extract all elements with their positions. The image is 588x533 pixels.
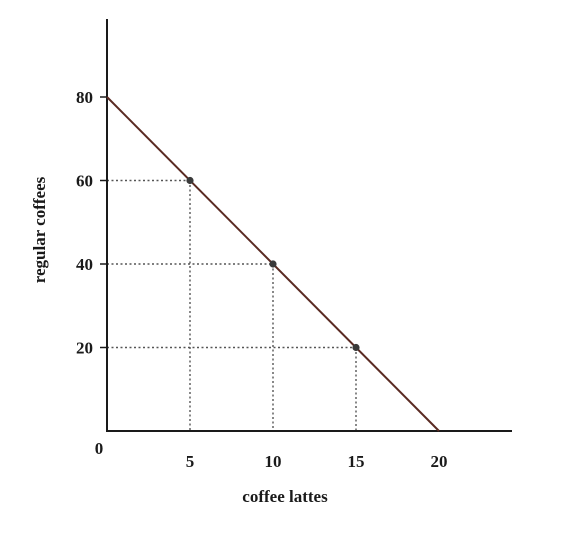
x-tick-label: 5 [186,452,195,471]
guide-lines-layer [107,179,357,431]
y-tick-label: 20 [76,339,93,358]
x-tick-label: 15 [348,452,365,471]
data-point [352,343,360,352]
x-tick-label: 20 [431,452,448,471]
x-axis-title: coffee lattes [242,487,328,506]
points-layer [186,176,360,352]
y-tick-label: 80 [76,88,93,107]
y-tick-label: 40 [76,255,93,274]
y-tick-label: 60 [76,172,93,191]
x-tick-label: 10 [265,452,282,471]
origin-label: 0 [95,439,104,458]
y-axis-title: regular coffees [30,176,49,283]
data-point [186,176,194,185]
labels-layer: 0 coffee lattes regular coffees 20 40 60 80… [30,88,448,506]
axes-layer [100,19,512,432]
data-point [269,260,277,268]
